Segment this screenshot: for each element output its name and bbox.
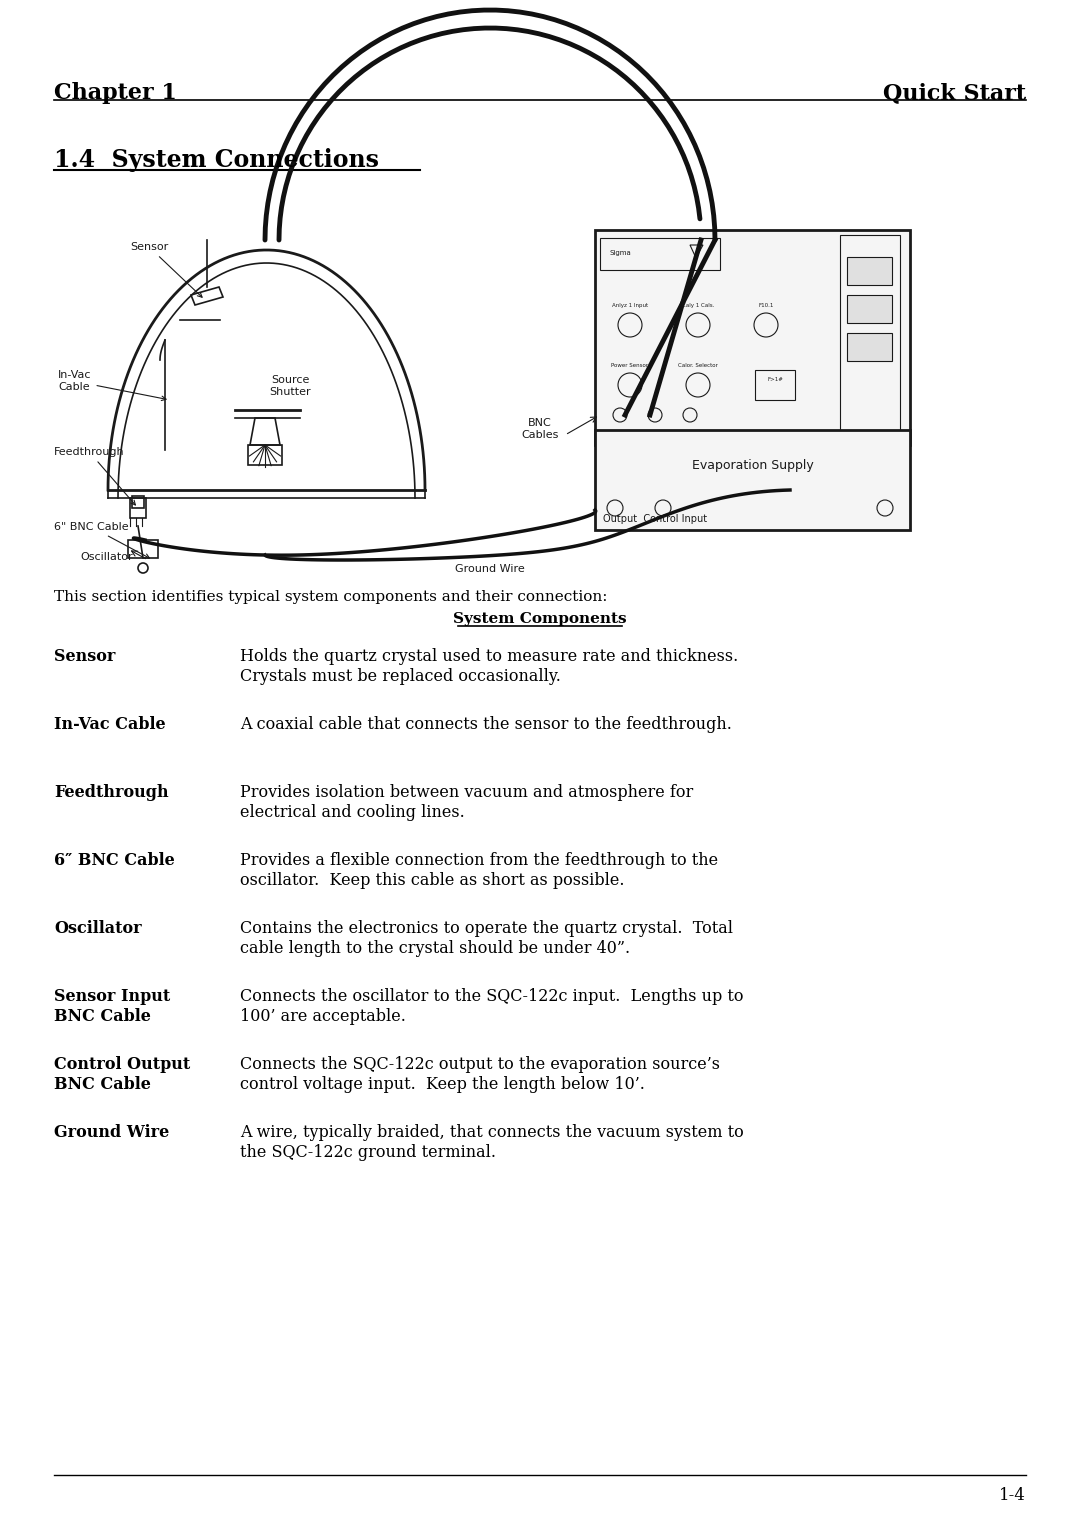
Bar: [129, 539, 158, 558]
Text: A coaxial cable that connects the sensor to the feedthrough.: A coaxial cable that connects the sensor…: [240, 717, 732, 733]
Text: Feedthrough: Feedthrough: [54, 784, 168, 801]
Text: Contains the electronics to operate the quartz crystal.  Total
cable length to t: Contains the electronics to operate the …: [240, 920, 733, 957]
Bar: [130, 498, 146, 518]
Text: System Components: System Components: [454, 613, 626, 626]
Text: Provides isolation between vacuum and atmosphere for
electrical and cooling line: Provides isolation between vacuum and at…: [240, 784, 693, 821]
Bar: [847, 333, 892, 361]
Bar: [847, 295, 892, 322]
Text: Power Sensor: Power Sensor: [611, 364, 649, 368]
Text: Evaporation Supply: Evaporation Supply: [691, 458, 813, 472]
Text: Provides a flexible connection from the feedthrough to the
oscillator.  Keep thi: Provides a flexible connection from the …: [240, 853, 718, 889]
Text: Connects the SQC-122c output to the evaporation source’s
control voltage input. : Connects the SQC-122c output to the evap…: [240, 1056, 720, 1093]
Text: Sigma: Sigma: [610, 251, 632, 257]
Text: BNC
Cables: BNC Cables: [522, 419, 558, 440]
Text: In-Vac
Cable: In-Vac Cable: [58, 370, 166, 400]
Bar: [595, 231, 910, 445]
Text: Output  Control Input: Output Control Input: [603, 513, 707, 524]
Text: Feedthrough: Feedthrough: [54, 448, 135, 504]
Text: Ground Wire: Ground Wire: [54, 1125, 170, 1141]
Text: F10.1: F10.1: [758, 303, 773, 309]
Text: Sensor Input
BNC Cable: Sensor Input BNC Cable: [54, 989, 171, 1025]
Text: Oscillator: Oscillator: [80, 552, 133, 562]
Text: A wire, typically braided, that connects the vacuum system to
the SQC-122c groun: A wire, typically braided, that connects…: [240, 1125, 744, 1161]
Text: Sensor: Sensor: [130, 241, 202, 298]
Text: Connects the oscillator to the SQC-122c input.  Lengths up to
100’ are acceptabl: Connects the oscillator to the SQC-122c …: [240, 989, 743, 1025]
Text: 6″ BNC Cable: 6″ BNC Cable: [54, 853, 175, 869]
Text: Holds the quartz crystal used to measure rate and thickness.
Crystals must be re: Holds the quartz crystal used to measure…: [240, 648, 739, 685]
Text: In-Vac Cable: In-Vac Cable: [54, 717, 165, 733]
Text: 1-4: 1-4: [999, 1487, 1026, 1504]
Bar: [600, 238, 720, 270]
Text: F>1#: F>1#: [767, 377, 783, 382]
Text: Quick Start: Quick Start: [882, 83, 1026, 104]
Text: Ground Wire: Ground Wire: [455, 564, 525, 575]
Text: This section identifies typical system components and their connection:: This section identifies typical system c…: [54, 590, 607, 604]
Text: Control Output
BNC Cable: Control Output BNC Cable: [54, 1056, 190, 1093]
Bar: [755, 370, 795, 400]
Bar: [248, 445, 282, 465]
Bar: [595, 429, 910, 530]
Text: Chapter 1: Chapter 1: [54, 83, 177, 104]
Text: 6" BNC Cable: 6" BNC Cable: [54, 523, 149, 558]
Bar: [840, 235, 900, 440]
Bar: [132, 497, 144, 507]
Text: 1.4  System Connections: 1.4 System Connections: [54, 148, 379, 173]
Bar: [847, 257, 892, 286]
Text: Anlyz 1 Input: Anlyz 1 Input: [612, 303, 648, 309]
Text: Sensor: Sensor: [54, 648, 116, 665]
Text: Oscillator: Oscillator: [54, 920, 141, 937]
Text: Calor. Selector: Calor. Selector: [678, 364, 718, 368]
Text: Source
Shutter: Source Shutter: [269, 376, 311, 397]
Text: Caly 1 Cals.: Caly 1 Cals.: [681, 303, 714, 309]
